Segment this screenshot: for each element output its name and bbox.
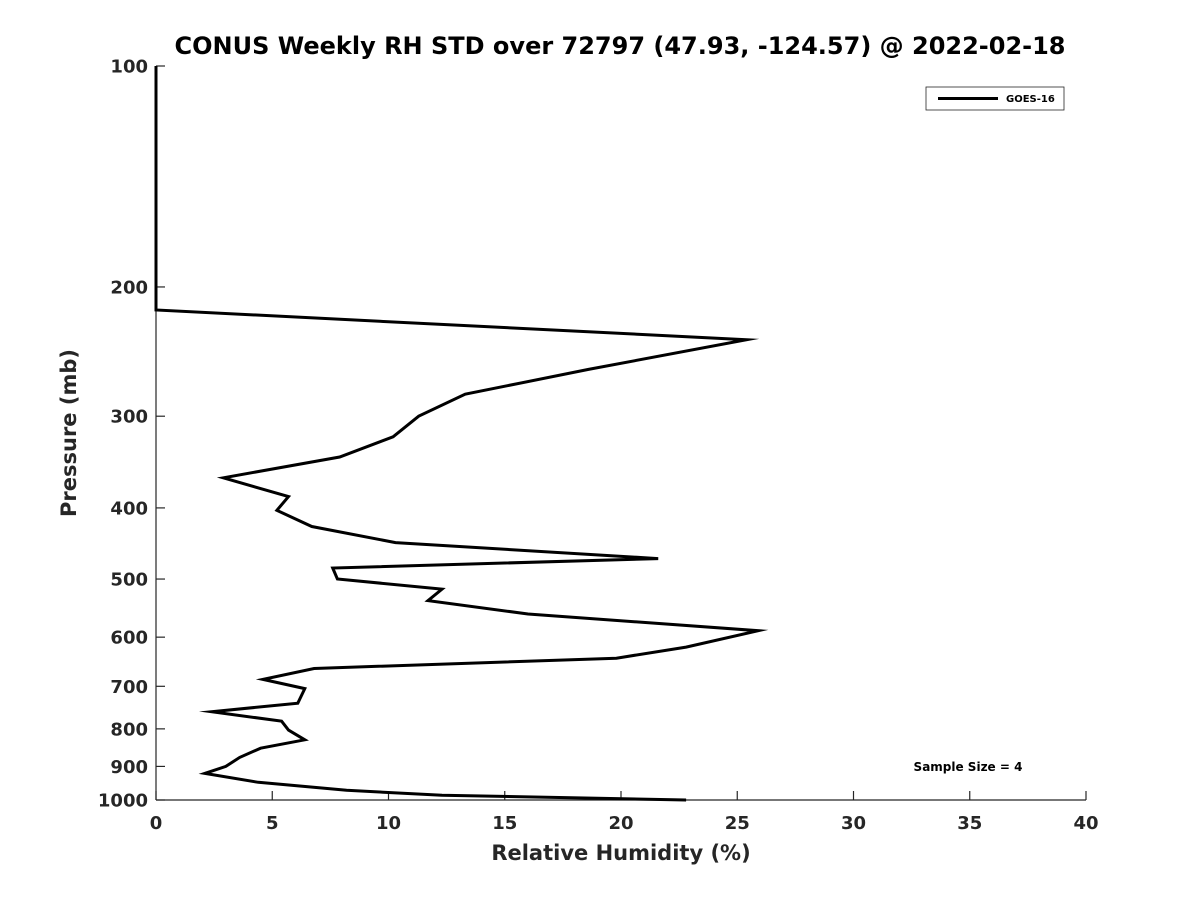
y-tick-label: 900 — [110, 757, 148, 778]
y-tick-label: 500 — [110, 570, 148, 591]
y-axis-ticks: 100 200 300 400 500 600 700 800 900 1000 — [98, 57, 165, 812]
y-tick-label: 700 — [110, 677, 148, 698]
x-tick-label: 5 — [266, 813, 279, 834]
x-axis-label: Relative Humidity (%) — [491, 841, 750, 865]
x-tick-label: 40 — [1073, 813, 1098, 834]
y-tick-label: 300 — [110, 407, 148, 428]
x-tick-label: 20 — [608, 813, 633, 834]
y-tick-label: 200 — [110, 277, 148, 298]
x-tick-label: 15 — [492, 813, 517, 834]
legend: GOES-16 — [925, 86, 1065, 111]
y-tick-label: 100 — [110, 57, 148, 78]
x-tick-label: 10 — [376, 813, 401, 834]
chart-title: CONUS Weekly RH STD over 72797 (47.93, -… — [174, 32, 1065, 60]
x-tick-label: 25 — [725, 813, 750, 834]
x-axis-ticks: 0 5 10 15 20 25 30 35 40 — [150, 791, 1099, 834]
y-axis-label: Pressure (mb) — [57, 349, 81, 517]
x-tick-label: 35 — [957, 813, 982, 834]
y-tick-label: 400 — [110, 498, 148, 519]
y-tick-label: 800 — [110, 719, 148, 740]
series-layer — [154, 66, 769, 802]
sample-size-annotation: Sample Size = 4 — [914, 760, 1023, 774]
x-tick-label: 0 — [150, 813, 163, 834]
series-line-goes-16 — [154, 66, 769, 802]
x-tick-label: 30 — [841, 813, 866, 834]
y-tick-label: 1000 — [98, 791, 148, 812]
legend-label-goes-16: GOES-16 — [1006, 94, 1055, 105]
y-tick-label: 600 — [110, 628, 148, 649]
